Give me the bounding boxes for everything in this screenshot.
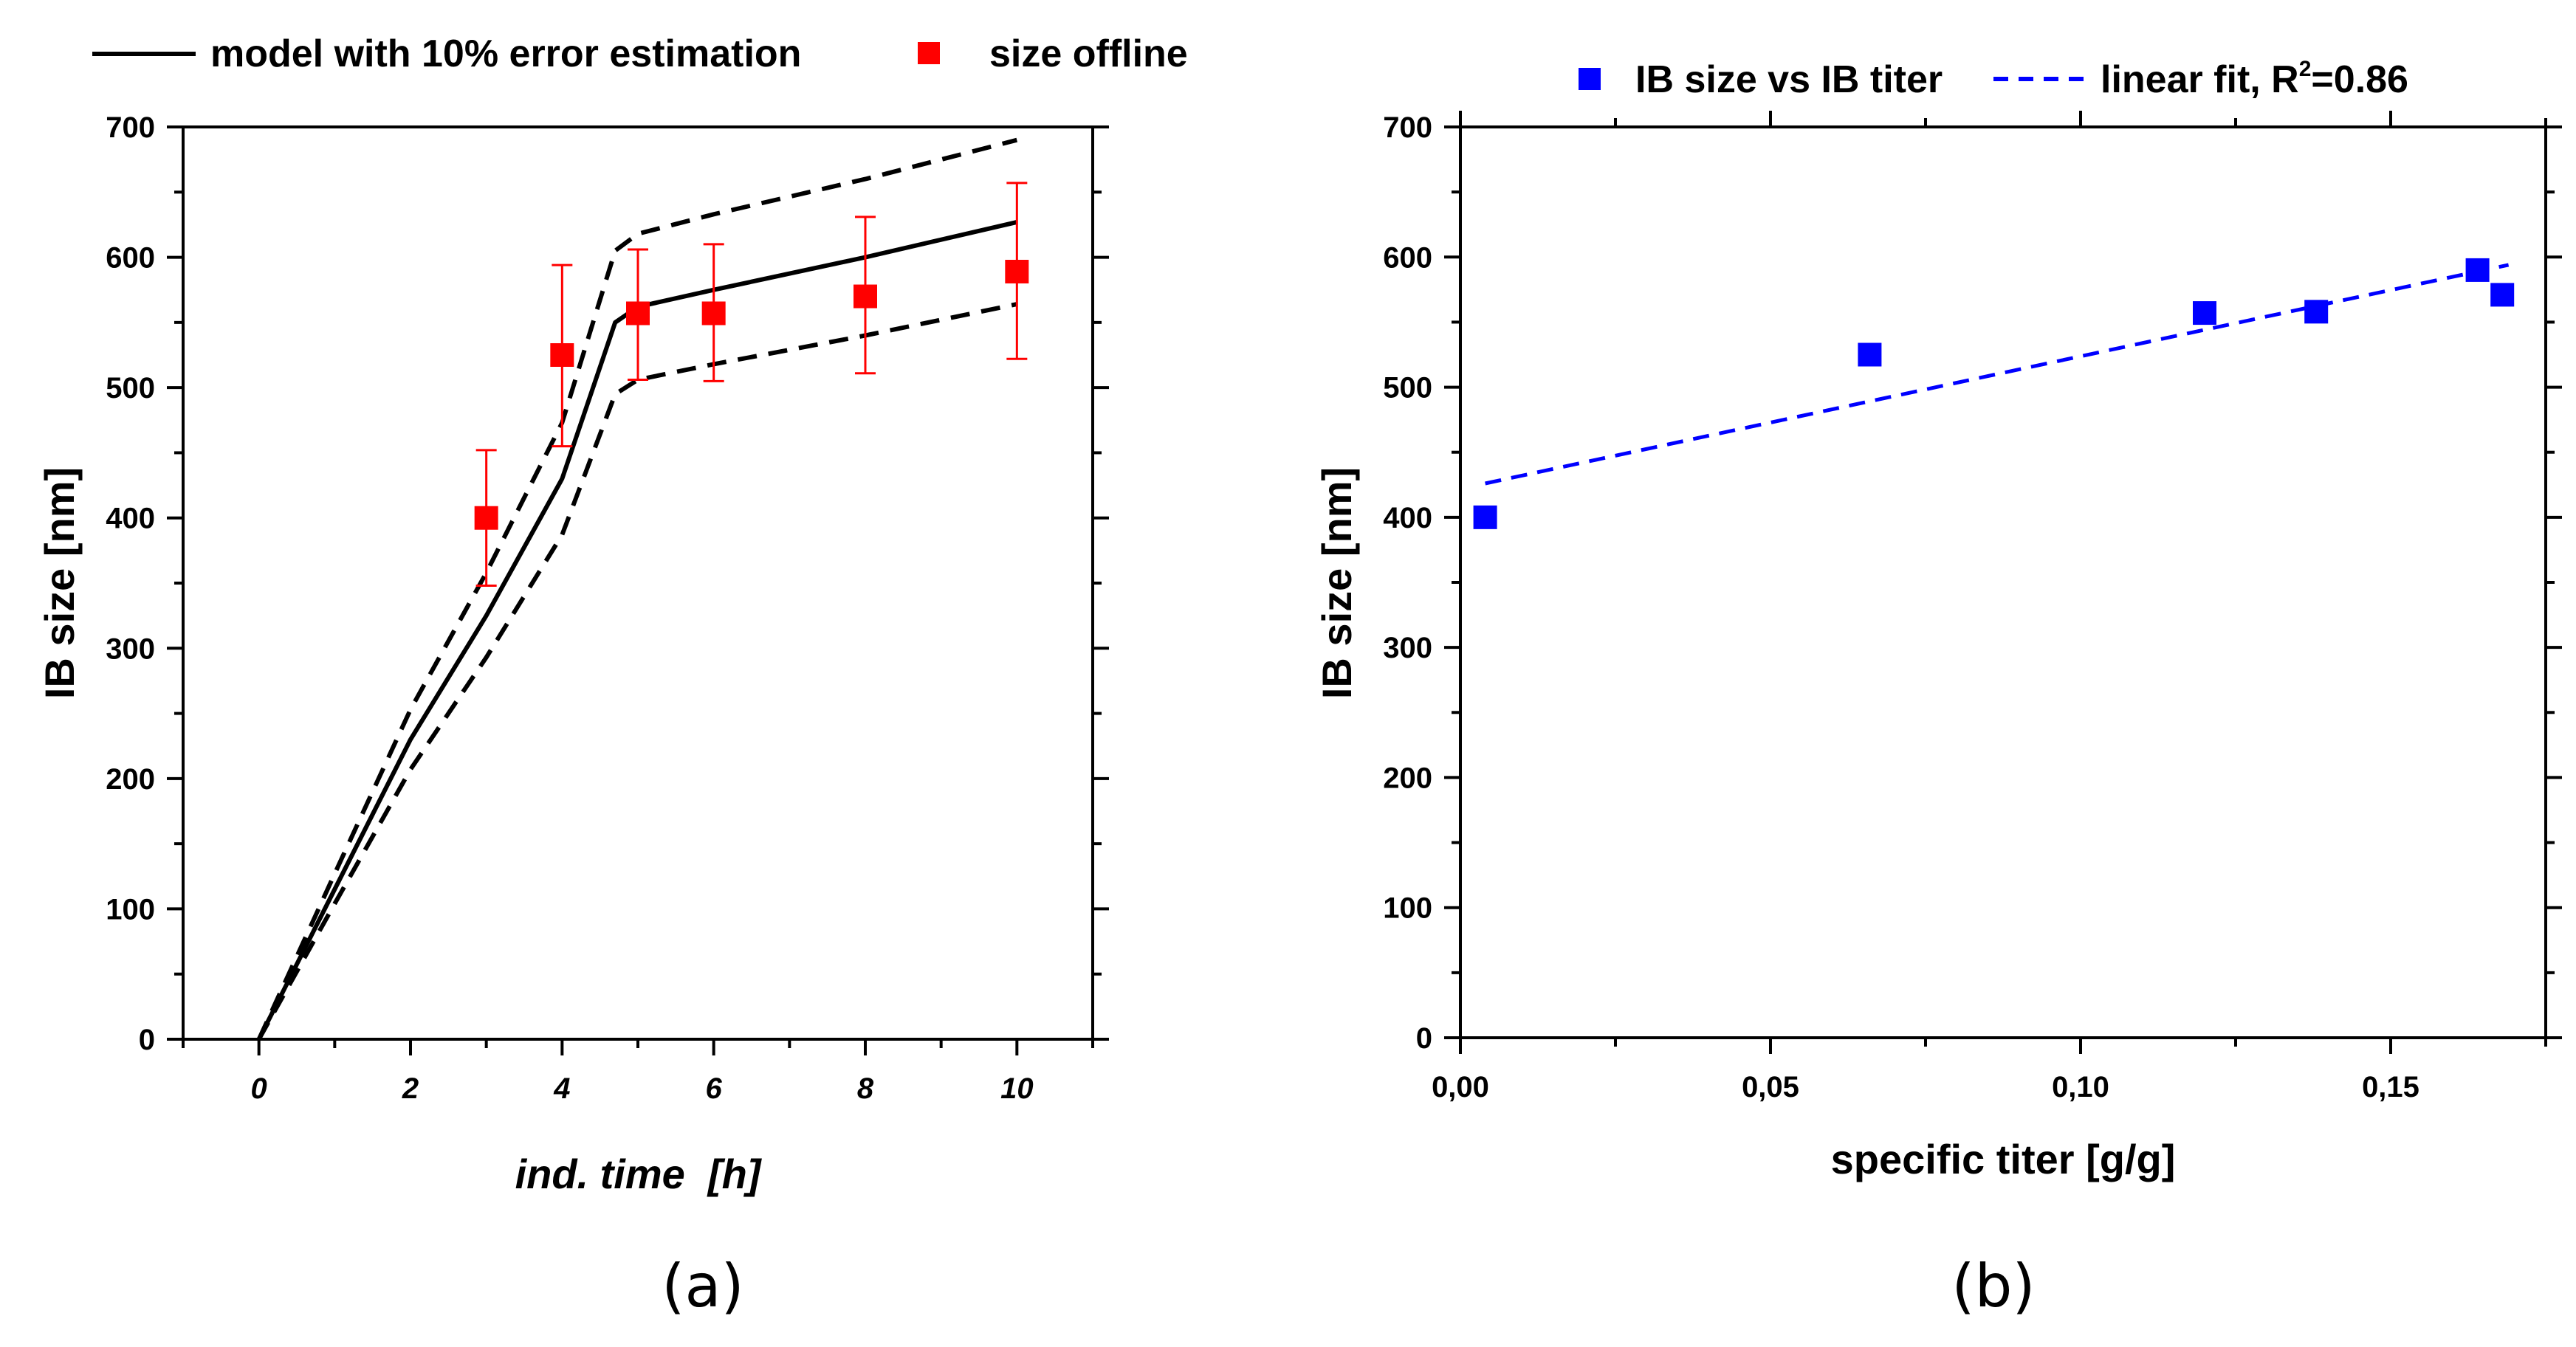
legend-a: model with 10% error estimation size off…	[92, 32, 1188, 75]
offline-point	[474, 506, 498, 530]
offline-point	[1005, 259, 1029, 283]
y-axis-title-a: IB size [nm]	[36, 467, 83, 699]
x-tick-labels-a: 0 2 4 6 8 10	[251, 1072, 1034, 1105]
panel-label-b: (b)	[1951, 1252, 2035, 1320]
y-tick-labels-a: 0 100 200 300 400 500 600 700	[106, 111, 155, 1056]
y-tick-label-b: 600	[1383, 241, 1432, 274]
legend-a-model-label: model with 10% error estimation	[210, 32, 801, 75]
y-tick-label-a: 300	[106, 633, 155, 665]
chart-b: IB size vs IB titer linear fit, R2=0.86 …	[1313, 57, 2562, 1320]
y-tick-label-b: 200	[1383, 762, 1432, 794]
y-tick-label-a: 400	[106, 503, 155, 535]
scatter-point	[2465, 258, 2490, 282]
x-tick-label-a: 0	[251, 1072, 267, 1105]
y-tick-label-a: 700	[106, 111, 155, 144]
x-axis-title-a: ind. time [h]	[515, 1151, 763, 1197]
offline-point	[626, 301, 650, 325]
upper-error-line	[256, 137, 1018, 1041]
x-tick-label-a: 2	[402, 1072, 419, 1105]
x-tick-label-a: 8	[857, 1072, 874, 1105]
ticks-b	[1444, 111, 2562, 1054]
legend-b-fit-name: linear fit, R	[2101, 58, 2299, 101]
y-tick-label-a: 600	[106, 242, 155, 275]
scatter-point	[1858, 342, 1882, 367]
chart-a: model with 10% error estimation size off…	[36, 32, 1188, 1320]
x-tick-label-a: 6	[706, 1072, 723, 1105]
legend-b-scatter-swatch	[1579, 68, 1601, 90]
x-tick-labels-b: 0,00 0,05 0,10 0,15	[1432, 1071, 2419, 1103]
scatter-point	[1473, 505, 1497, 529]
y-tick-labels-b: 0 100 200 300 400 500 600 700	[1383, 111, 1432, 1055]
scatter-point	[2304, 300, 2329, 324]
y-tick-label-a: 0	[139, 1024, 155, 1056]
lower-error-line	[257, 302, 1017, 1041]
legend-b-fit-superscript: 2	[2299, 57, 2312, 81]
offline-point	[853, 284, 877, 309]
y-tick-label-b: 300	[1383, 632, 1432, 664]
offline-point	[550, 343, 574, 367]
x-tick-label-b: 0,05	[1742, 1071, 1799, 1103]
model-line	[257, 219, 1017, 1041]
y-tick-label-b: 100	[1383, 892, 1432, 925]
x-tick-label-a: 10	[1000, 1072, 1034, 1105]
legend-b: IB size vs IB titer linear fit, R2=0.86	[1579, 57, 2408, 101]
x-tick-label-b: 0,10	[2052, 1071, 2109, 1103]
scatter-point	[2490, 283, 2515, 307]
ticks-a	[167, 125, 1109, 1055]
y-tick-label-b: 500	[1383, 372, 1432, 404]
x-tick-label-b: 0,15	[2362, 1071, 2419, 1103]
y-tick-label-b: 400	[1383, 502, 1432, 534]
scatter-points	[1473, 258, 2515, 529]
legend-b-fit-label: linear fit, R2=0.86	[2101, 57, 2408, 101]
y-tick-label-a: 100	[106, 893, 155, 926]
scatter-point	[2193, 301, 2216, 325]
offline-points	[474, 182, 1029, 588]
linear-fit-line	[1485, 263, 2510, 486]
legend-b-scatter-label: IB size vs IB titer	[1635, 58, 1943, 101]
panel-label-a: (a)	[662, 1252, 743, 1320]
x-tick-label-b: 0,00	[1432, 1071, 1489, 1103]
y-tick-label-a: 500	[106, 372, 155, 404]
y-axis-title-b: IB size [nm]	[1313, 467, 1360, 699]
x-axis-title-b: specific titer [g/g]	[1831, 1136, 2176, 1182]
legend-a-offline-swatch	[918, 42, 940, 64]
legend-a-offline-label: size offline	[989, 32, 1188, 75]
y-tick-label-a: 200	[106, 763, 155, 796]
x-tick-label-a: 4	[553, 1072, 570, 1105]
plot-frame-b	[1459, 125, 2547, 1039]
y-tick-label-b: 0	[1416, 1022, 1432, 1055]
offline-point	[701, 301, 726, 325]
y-tick-label-b: 700	[1383, 111, 1432, 144]
legend-b-fit-suffix: =0.86	[2311, 58, 2408, 101]
